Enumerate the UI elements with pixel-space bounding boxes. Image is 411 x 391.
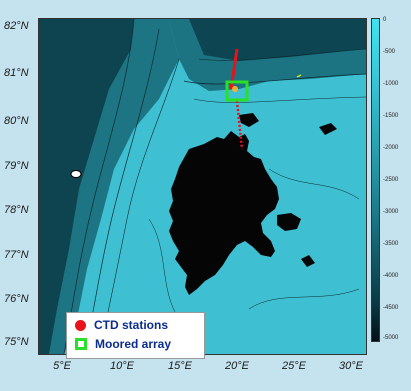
bathymetry-map bbox=[38, 18, 367, 355]
colorbar-tick: -1000 bbox=[383, 81, 399, 87]
colorbar-tick: -4000 bbox=[383, 273, 399, 279]
lon-label-30: 30°E bbox=[339, 360, 363, 372]
ctd-dot-icon bbox=[75, 319, 86, 331]
lon-label-25: 25°E bbox=[282, 360, 306, 372]
colorbar-tick: -3000 bbox=[383, 209, 399, 215]
legend-moored: Moored array bbox=[75, 337, 171, 351]
lat-label-81: 81°N bbox=[4, 67, 29, 79]
colorbar-tick: -2000 bbox=[383, 145, 399, 151]
moored-array-box bbox=[225, 80, 249, 102]
legend-moored-label: Moored array bbox=[95, 337, 172, 351]
ctd-line-south bbox=[235, 100, 244, 150]
moored-square-icon bbox=[75, 338, 87, 350]
svalbard-north bbox=[239, 113, 259, 127]
svalbard-main bbox=[169, 131, 279, 295]
colorbar-tick: 0 bbox=[383, 17, 387, 23]
kvitoya bbox=[319, 123, 337, 135]
mooring-point bbox=[232, 86, 238, 92]
lon-label-5: 5°E bbox=[53, 360, 71, 372]
colorbar-tick: -1500 bbox=[383, 113, 399, 119]
lon-label-15: 15°E bbox=[168, 360, 192, 372]
island-marker bbox=[70, 170, 82, 178]
arctic-basin-deep bbox=[189, 19, 366, 61]
lat-label-80: 80°N bbox=[4, 115, 29, 127]
lat-label-76: 76°N bbox=[4, 293, 29, 305]
lat-label-77: 77°N bbox=[4, 249, 29, 261]
lon-label-10: 10°E bbox=[110, 360, 134, 372]
lat-label-75: 75°N bbox=[4, 336, 29, 348]
map-svg bbox=[39, 19, 366, 354]
legend-ctd-label: CTD stations bbox=[94, 318, 169, 332]
hopen bbox=[301, 255, 315, 267]
colorbar-tick: -4500 bbox=[383, 305, 399, 311]
map-legend: CTD stations Moored array bbox=[66, 312, 205, 359]
lon-label-20: 20°E bbox=[225, 360, 249, 372]
lat-label-79: 79°N bbox=[4, 160, 29, 172]
lat-label-78: 78°N bbox=[4, 204, 29, 216]
colorbar-tick: -2500 bbox=[383, 177, 399, 183]
colorbar-tick: -500 bbox=[383, 49, 396, 55]
colorbar-tick: -3500 bbox=[383, 241, 399, 247]
deep-basin-far-west bbox=[39, 19, 134, 354]
lat-label-82: 82°N bbox=[4, 20, 29, 32]
legend-ctd: CTD stations bbox=[75, 318, 168, 332]
svalbard-east bbox=[277, 213, 301, 231]
depth-colorbar bbox=[371, 18, 380, 342]
colorbar-tick: -5000 bbox=[383, 335, 399, 341]
